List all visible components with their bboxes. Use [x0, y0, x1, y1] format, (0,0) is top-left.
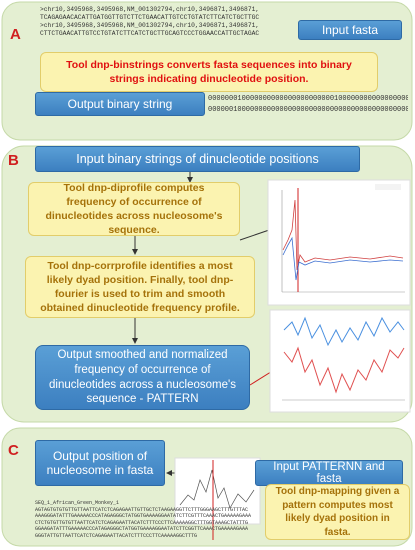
panel-label: C	[8, 442, 19, 459]
text-line: >chr10,3495968,3495968,NM_001302794,chr1…	[40, 22, 260, 29]
binary-text: 0000000100000000000000000000001000000000…	[208, 94, 408, 116]
text-line: AAAGGGATATTTGAAAAACCCATAGAGGGCTATGGTGAAA…	[35, 513, 252, 519]
output-box: Output position of nucleosome in fasta	[35, 440, 165, 486]
chart-thumbnail	[174, 457, 261, 540]
text-line: TCAGAGAACACATTGATGGTTGTCTTCTGAACATTGTCCT…	[40, 14, 260, 21]
output-box: Output smoothed and normalized frequency…	[35, 345, 250, 410]
chart-thumbnail	[269, 309, 411, 413]
text-line: CTTCTGAACATTGTCCTGTATCTTCATCTGCTTGCAGTCC…	[40, 30, 260, 37]
text-line: GGGTATTGTTAATTCATCTCAGAGAATTACATCTTTCCCT…	[35, 532, 198, 539]
input-box: Input binary strings of dinucleotide pos…	[35, 146, 360, 172]
panel-label: A	[10, 26, 21, 43]
tool-box: Tool dnp-corrprofile identifies a most l…	[25, 256, 255, 318]
text-line: SEQ_1_African_Green_Monkey_1	[35, 500, 120, 506]
panel-label: B	[8, 152, 19, 169]
text-line: 0000000100000000000000000000001000000000…	[208, 95, 408, 103]
input-box: Input fasta	[298, 20, 402, 40]
output-box: Output binary string	[35, 92, 205, 116]
fasta-text: SEQ_1_African_Green_Monkey_1 AGTAGTGTGTGT…	[35, 500, 265, 539]
fasta-text: >chr10,3495968,3495968,NM_001302794,chr1…	[40, 6, 410, 38]
text-line: CTCTGTGTTGTGTTAATTCATCTCAGAGAATTACATCTTT…	[35, 519, 249, 526]
text-line: >chr10,3495968,3495968,NM_001302794,chr1…	[40, 6, 260, 13]
tool-box: Tool dnp-diprofile computes frequency of…	[28, 182, 240, 236]
text-line: GGAAGATATTTGAAAAACCCATAGAGGGCTATGGTGAAAA…	[35, 526, 249, 532]
tool-box: Tool dnp-mapping given a pattern compute…	[265, 484, 410, 540]
tool-box: Tool dnp-binstrings converts fasta seque…	[40, 52, 378, 92]
chart-thumbnail	[267, 179, 411, 306]
text-line: AGTAGTGTGTGTTGTTAATTCATCTCAGAGAATTGTTGCT…	[35, 506, 249, 513]
input-box: Input PATTERNN and fasta	[255, 460, 403, 486]
text-line: 0000001000000000000000000000000000000000…	[208, 106, 408, 114]
